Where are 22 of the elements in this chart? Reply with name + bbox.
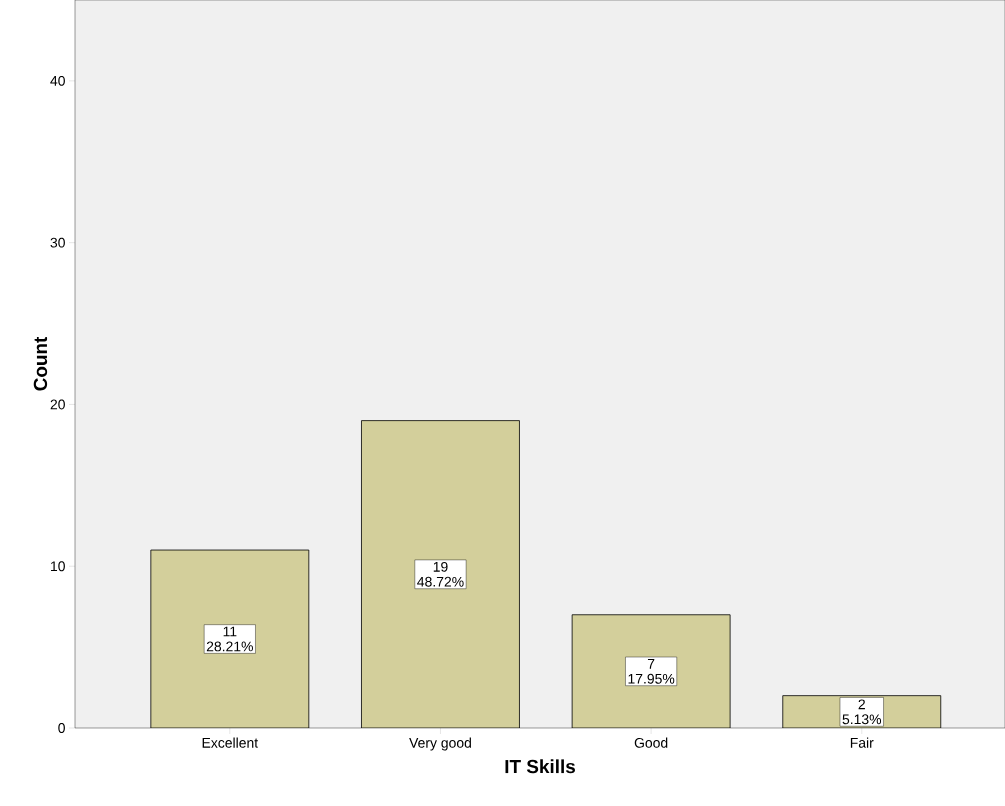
y-tick-label: 40 <box>50 75 65 86</box>
y-tick-label: 10 <box>51 561 65 572</box>
data-label: 11 <box>223 626 237 637</box>
x-tick-label: Fair <box>850 737 874 748</box>
y-tick-label: 0 <box>58 723 65 733</box>
annotation: 48.72% <box>417 576 464 587</box>
bar <box>361 420 520 728</box>
x-tick-label: Good <box>634 737 668 748</box>
y-axis-title: Count <box>33 336 48 391</box>
bar <box>571 614 731 728</box>
x-tick-label: Very good <box>409 737 471 751</box>
data-label: 7 <box>647 659 655 669</box>
data-label: 2 <box>858 699 865 710</box>
annotation: 17.95% <box>628 673 675 684</box>
annotation: 5.13% <box>842 714 882 725</box>
y-tick-label: 20 <box>50 399 65 410</box>
x-axis-title: IT Skills <box>505 759 575 774</box>
annotation: 28.21% <box>206 641 253 652</box>
y-tick-label: 30 <box>50 237 65 248</box>
x-tick-label: Excellent <box>202 737 259 748</box>
bar <box>150 550 309 728</box>
data-label: 19 <box>433 561 448 572</box>
